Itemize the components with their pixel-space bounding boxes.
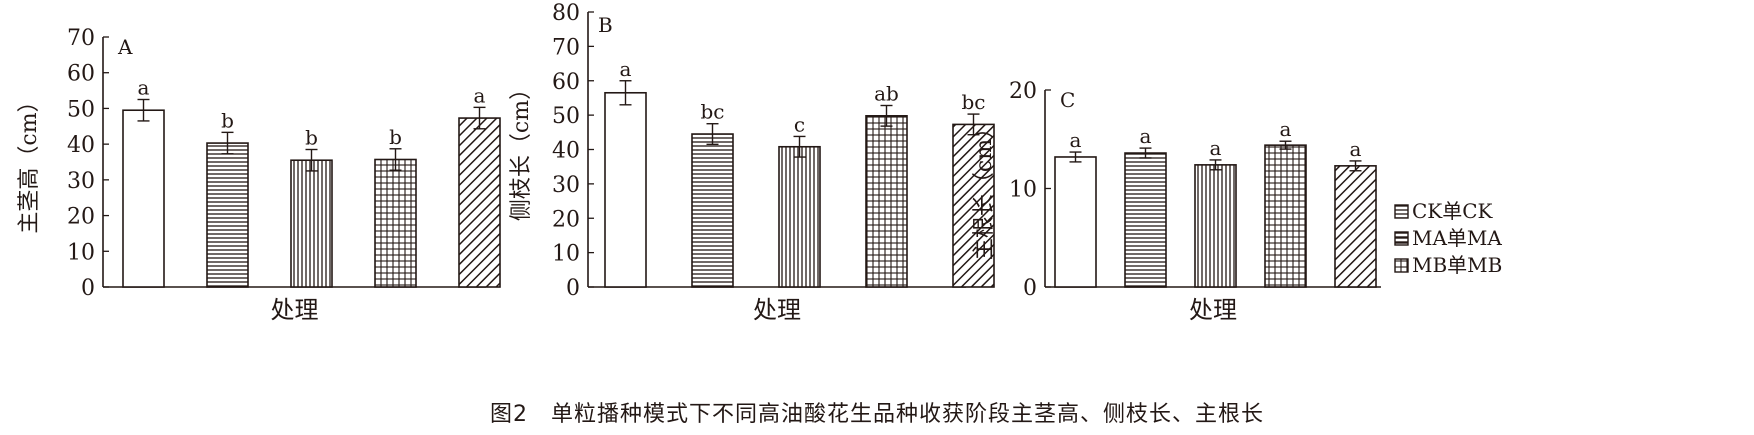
significance-label: a [474, 83, 486, 107]
legend-label: CK单CK [1412, 199, 1494, 223]
significance-label: ab [874, 82, 899, 106]
legend-item-ma: MA单MA [1394, 226, 1502, 250]
bar [290, 159, 333, 288]
panel-label: C [1060, 88, 1075, 112]
bar [374, 158, 417, 288]
bar [1054, 156, 1097, 288]
y-tick-label: 10 [1009, 178, 1037, 203]
y-tick-label: 0 [81, 276, 95, 301]
bar [952, 123, 995, 288]
y-tick-label: 70 [67, 26, 95, 51]
bar [778, 145, 821, 288]
significance-label: b [305, 126, 318, 150]
bar [122, 109, 165, 288]
panel-label: B [598, 13, 613, 37]
bar [604, 91, 647, 288]
bar [458, 117, 501, 288]
y-tick-label: 30 [67, 169, 95, 194]
y-tick-label: 70 [552, 35, 580, 60]
y-tick-label: 0 [566, 276, 580, 301]
y-tick-label: 0 [1023, 276, 1037, 301]
legend: CK单CK MA单MA MB单MB [1394, 199, 1502, 277]
legend-swatch [1394, 231, 1409, 246]
y-tick-label: 20 [1009, 79, 1037, 104]
legend-label: MB单MB [1412, 253, 1502, 277]
significance-label: a [1070, 128, 1082, 152]
bar [691, 133, 734, 288]
significance-label: a [1350, 137, 1362, 161]
y-tick-label: 60 [67, 62, 95, 87]
significance-label: a [620, 57, 632, 81]
x-axis-title: 处理 [271, 296, 319, 324]
y-axis-title: 主茎高（cm） [17, 90, 42, 233]
y-tick-label: 10 [67, 240, 95, 265]
panel-c: 0 10 20 C 主根长（cm） 处理 a a a a a [972, 79, 1381, 324]
legend-label: MA单MA [1412, 226, 1502, 250]
y-tick-label: 50 [67, 97, 95, 122]
y-tick-label: 60 [552, 70, 580, 95]
bar [865, 115, 908, 288]
bar [1124, 152, 1167, 288]
y-tick-label: 10 [552, 242, 580, 267]
significance-label: b [389, 125, 402, 149]
legend-swatch [1394, 258, 1409, 273]
y-tick-label: 20 [67, 205, 95, 230]
x-axis-title: 处理 [753, 296, 801, 324]
y-tick-label: 30 [552, 173, 580, 198]
y-tick-label: 40 [67, 133, 95, 158]
y-tick-label: 20 [552, 207, 580, 232]
y-axis-title: 侧枝长（cm） [509, 78, 534, 221]
significance-label: a [138, 76, 150, 100]
bar [1194, 164, 1237, 288]
panel-a: 0 10 20 30 40 50 60 70 A 主茎高（cm） 处理 a b b b a [17, 26, 501, 324]
y-axis-title: 主根长（cm） [972, 117, 997, 260]
significance-label: c [794, 112, 805, 136]
legend-swatch [1394, 204, 1409, 219]
panel-label: A [117, 35, 133, 59]
y-tick-label: 50 [552, 104, 580, 129]
significance-label: a [1210, 136, 1222, 160]
bar [1334, 165, 1377, 288]
bar [206, 142, 249, 288]
significance-label: a [1140, 124, 1152, 148]
panel-b: 0 10 20 30 40 50 60 70 80 B 侧枝长（cm） 处理 a bc c ab bc [509, 1, 995, 324]
legend-item-mb: MB单MB [1394, 253, 1502, 277]
figure-caption: 图2 单粒播种模式下不同高油酸花生品种收获阶段主茎高、侧枝长、主根长 [490, 402, 1264, 427]
bar [1264, 144, 1307, 288]
y-tick-label: 40 [552, 139, 580, 164]
significance-label: a [1280, 117, 1292, 141]
x-axis-title: 处理 [1189, 296, 1237, 324]
significance-label: bc [961, 90, 985, 114]
significance-label: bc [700, 100, 724, 124]
y-tick-label: 80 [552, 1, 580, 26]
significance-label: b [221, 108, 234, 132]
legend-item-ck: CK单CK [1394, 199, 1494, 223]
